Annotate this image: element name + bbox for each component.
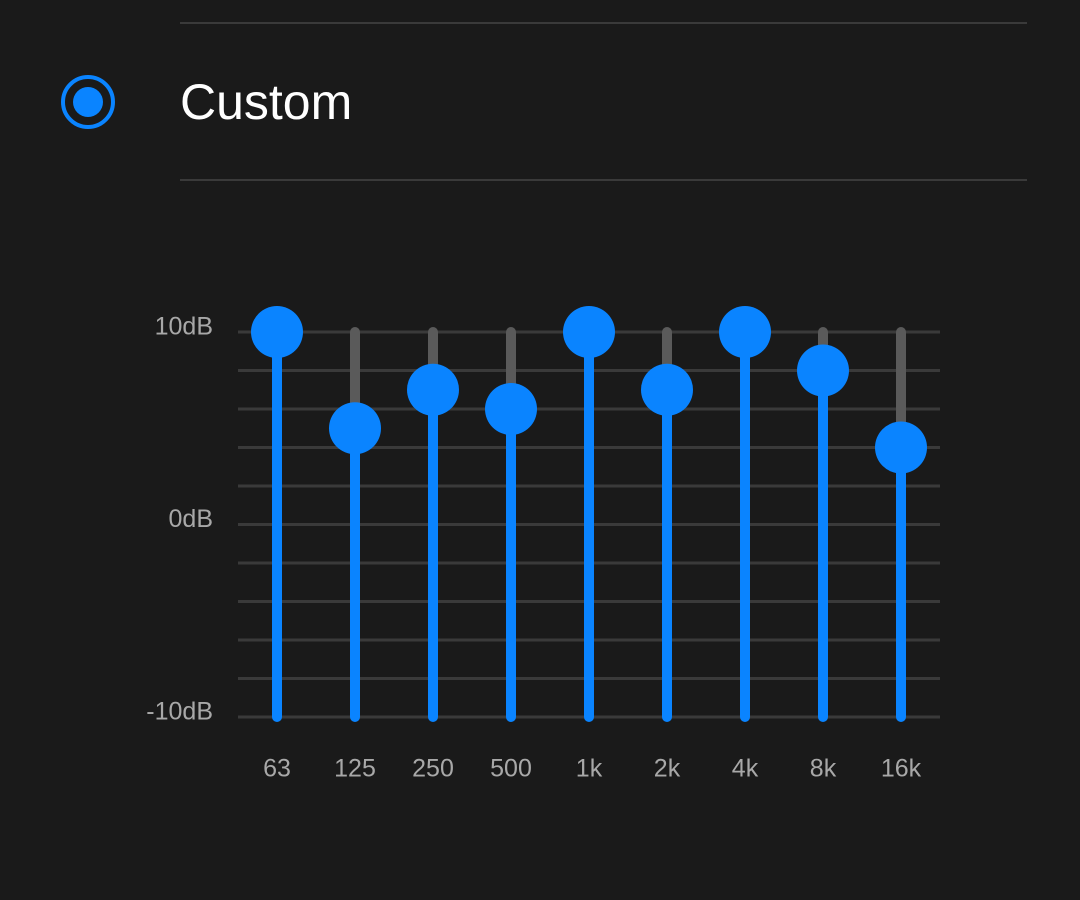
slider-knob[interactable] <box>719 306 771 358</box>
slider-knob[interactable] <box>641 363 693 416</box>
slider-knob[interactable] <box>251 306 303 358</box>
x-tick-label: 8k <box>810 755 837 783</box>
radio-ring[interactable] <box>61 75 115 129</box>
y-tick-label: -10dB <box>146 698 213 726</box>
slider-knob[interactable] <box>407 363 459 416</box>
x-tick-label: 2k <box>654 755 681 783</box>
y-tick-label: 10dB <box>155 313 213 341</box>
x-tick-label: 125 <box>334 755 376 783</box>
slider-knob[interactable] <box>797 344 849 397</box>
slider-knob[interactable] <box>563 306 615 358</box>
option-label: Custom <box>180 74 352 130</box>
slider-knob[interactable] <box>329 402 381 455</box>
x-tick-label: 250 <box>412 755 454 783</box>
radio-dot <box>73 87 103 117</box>
slider-knob[interactable] <box>485 383 537 435</box>
x-tick-label: 1k <box>576 755 603 783</box>
x-tick-label: 16k <box>881 755 922 783</box>
slider-knob[interactable] <box>875 421 927 474</box>
y-tick-label: 0dB <box>169 505 213 533</box>
x-tick-label: 4k <box>732 755 759 783</box>
x-tick-label: 63 <box>263 755 291 783</box>
custom-option[interactable]: Custom <box>61 74 352 130</box>
x-tick-label: 500 <box>490 755 532 783</box>
